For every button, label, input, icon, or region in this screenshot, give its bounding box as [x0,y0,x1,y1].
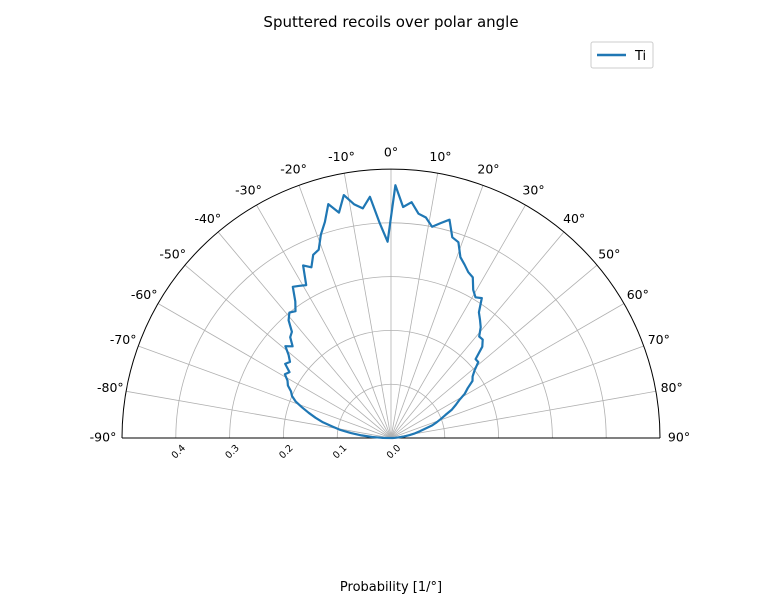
theta-grid-line [298,185,392,439]
theta-grid-line [390,264,598,439]
theta-grid-line [157,303,392,439]
theta-grid-line [343,173,392,439]
r-tick-label: 0.4 [170,443,188,461]
theta-tick-label: -20° [280,162,307,177]
theta-tick-label: 70° [648,332,670,347]
theta-grid-line [390,204,526,439]
x-axis-label: Probability [1/°] [340,580,442,595]
theta-tick-label: 50° [598,246,620,261]
theta-grid-line [390,173,439,439]
outer-arc [121,168,661,439]
theta-tick-label: -80° [97,380,124,395]
theta-tick-label: 90° [668,430,690,445]
r-tick-label: 0.3 [223,443,241,461]
r-tick-label: 0.1 [331,443,349,461]
theta-tick-label: 0° [384,145,398,160]
grid [122,169,660,439]
chart-title: Sputtered recoils over polar angle [263,13,518,31]
r-grid-arc [229,276,553,439]
series-lines [283,184,484,440]
theta-tick-label: 80° [661,380,683,395]
r-tick-labels: 0.0 0.1 0.2 0.3 0.4 [170,443,404,461]
theta-tick-label: -40° [194,211,221,226]
legend: Ti [590,41,654,69]
theta-grid-line [217,231,392,439]
theta-grid-line [390,231,565,439]
theta-grid-line [390,345,644,439]
r-grid-arc [283,330,499,439]
theta-tick-label: -60° [131,287,158,302]
theta-grid-line [138,345,392,439]
theta-tick-label: -50° [159,246,186,261]
series-line-ti [283,184,484,440]
theta-tick-label: -30° [235,183,262,198]
legend-label-ti: Ti [634,49,646,64]
theta-tick-label: -90° [90,430,117,445]
r-grid-arc [336,383,446,439]
theta-grid-line [256,204,392,439]
theta-tick-label: 40° [563,211,585,226]
theta-tick-label: -70° [110,332,137,347]
theta-grid-line [390,303,625,439]
theta-grid-line [390,185,484,439]
theta-tick-label: -10° [328,149,355,164]
theta-tick-labels: -90° -80° -70° -60° -50° -40° -30° -20° -10° 0° 10… [90,145,690,445]
theta-tick-label: 30° [522,183,544,198]
theta-grid-line [390,390,656,439]
theta-tick-label: 60° [627,287,649,302]
theta-tick-label: 20° [477,162,499,177]
r-tick-label: 0.2 [277,443,295,461]
theta-tick-label: 10° [429,149,451,164]
theta-grid-line [126,390,392,439]
r-tick-label: 0.0 [385,443,403,461]
